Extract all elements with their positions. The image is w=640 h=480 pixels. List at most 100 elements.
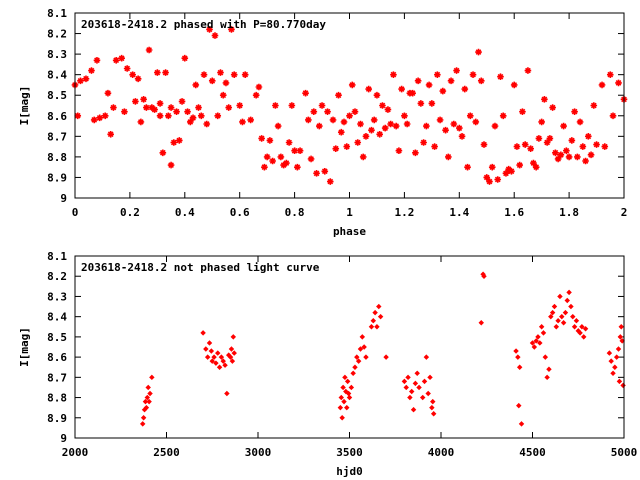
phased-data-point (508, 167, 515, 175)
phased-data-point (494, 176, 502, 183)
phased-plot-y-tick-label: 8.1 (47, 7, 67, 20)
phased-data-point (219, 91, 227, 99)
phased-data-point (340, 118, 348, 126)
light-curve-data-point (562, 309, 569, 316)
phased-data-point (346, 112, 353, 120)
phased-data-point (381, 124, 389, 132)
light-curve-data-point (610, 370, 616, 377)
light-curve-data-point (374, 324, 380, 330)
phased-data-point (477, 77, 485, 85)
light-curve-data-point (553, 324, 560, 330)
light-curve-data-point (559, 313, 565, 320)
phased-data-point (466, 112, 474, 120)
phased-data-point (370, 116, 378, 124)
phased-plot-y-axis-label: I[mag] (18, 86, 31, 126)
light-curve-data-point (425, 390, 431, 397)
phased-data-point (519, 108, 526, 115)
phased-data-point (609, 112, 617, 120)
light-curve-data-point (352, 364, 358, 370)
phased-data-point (143, 104, 150, 111)
light-curve-data-point (209, 358, 215, 364)
phased-data-point (472, 118, 480, 126)
phased-data-point (560, 122, 567, 130)
phased-data-point (387, 120, 394, 128)
phased-data-point (359, 153, 367, 161)
light-curve-data-point (577, 330, 583, 336)
phased-data-point (357, 120, 364, 128)
phased-data-point (532, 163, 540, 171)
phased-data-point (565, 153, 573, 161)
phased-data-point (403, 120, 411, 128)
phased-data-point (552, 149, 559, 157)
phased-plot-x-tick-label: 1 (346, 206, 353, 219)
phased-data-point (436, 116, 444, 124)
phased-data-point (272, 102, 279, 109)
light-curve-data-point (344, 378, 351, 385)
phased-data-point (137, 118, 145, 126)
phased-data-point (206, 26, 213, 33)
phased-data-point (307, 155, 315, 163)
phased-data-point (228, 26, 235, 33)
phased-data-point (401, 112, 408, 120)
unphased-plot-title: 203618-2418.2 not phased light curve (81, 261, 320, 274)
phased-data-point (159, 149, 167, 157)
phased-data-point (181, 54, 189, 62)
phased-data-point (305, 116, 312, 124)
phased-data-point (373, 91, 381, 99)
light-curve-data-point (430, 411, 437, 417)
light-curve-data-point (229, 358, 236, 364)
unphased-plot-x-tick-label: 2500 (153, 446, 180, 459)
phased-data-point (82, 75, 90, 83)
phased-data-point (258, 135, 265, 142)
light-curve-data-point (573, 317, 580, 324)
light-curve-data-point (222, 362, 228, 368)
light-curve-data-point (540, 330, 547, 336)
phased-data-point (541, 96, 548, 103)
light-curve-data-point (376, 303, 382, 310)
light-curve-data-point (582, 326, 589, 332)
light-curve-data-point (412, 380, 419, 387)
light-curve-data-point (140, 415, 147, 421)
unphased-plot-frame (74, 255, 625, 439)
phased-plot-panel: 8.18.28.38.48.58.68.78.88.99 0 0.2 0.4 0.6 0… (18, 7, 627, 238)
light-curve-data-point (617, 334, 624, 340)
light-curve-data-point (416, 384, 422, 391)
light-curve-data-point (355, 358, 362, 364)
phased-data-point (274, 122, 282, 130)
phased-plot-points (71, 26, 628, 185)
phased-data-point (214, 112, 222, 120)
phased-data-point (442, 126, 449, 134)
phased-data-point (329, 116, 337, 124)
phased-data-point (156, 112, 164, 120)
light-curve-data-point (478, 320, 484, 326)
light-curve-data-point (370, 317, 377, 324)
light-curve-data-point (344, 404, 350, 411)
phased-data-point (505, 165, 513, 173)
phased-plot-y-tick-labels: 8.1 8.2 8.3 8.4 8.5 8.6 8.7 8.8 8.9 9 (47, 7, 67, 205)
phased-data-point (543, 139, 551, 146)
unphased-plot-y-tick-labels: 8.1 8.2 8.3 8.4 8.5 8.6 8.7 8.8 8.9 9 (47, 250, 67, 445)
phased-data-point (186, 118, 194, 126)
light-curve-data-point (218, 354, 225, 360)
phased-data-point (343, 143, 351, 150)
phased-data-point (480, 141, 488, 148)
phased-data-point (524, 67, 532, 74)
unphased-plot-y-tick-label: 8.5 (47, 331, 67, 344)
unphased-plot-y-tick-label: 8.4 (47, 311, 67, 324)
phased-data-point (574, 153, 581, 161)
phased-data-point (176, 137, 183, 144)
unphased-plot-x-tick-label: 5000 (611, 446, 638, 459)
phased-plot-y-tick-label: 8.7 (47, 130, 67, 143)
light-curve-data-point (216, 364, 223, 370)
light-curve-data-point (410, 406, 417, 413)
phased-data-point (225, 104, 233, 111)
unphased-plot-x-tick-label: 4000 (428, 446, 455, 459)
phased-data-point (145, 46, 153, 54)
light-curve-data-point (206, 340, 213, 346)
phased-data-point (365, 85, 373, 93)
phased-data-point (582, 157, 589, 165)
light-curve-data-point (537, 340, 543, 346)
light-curve-data-point (230, 334, 237, 340)
